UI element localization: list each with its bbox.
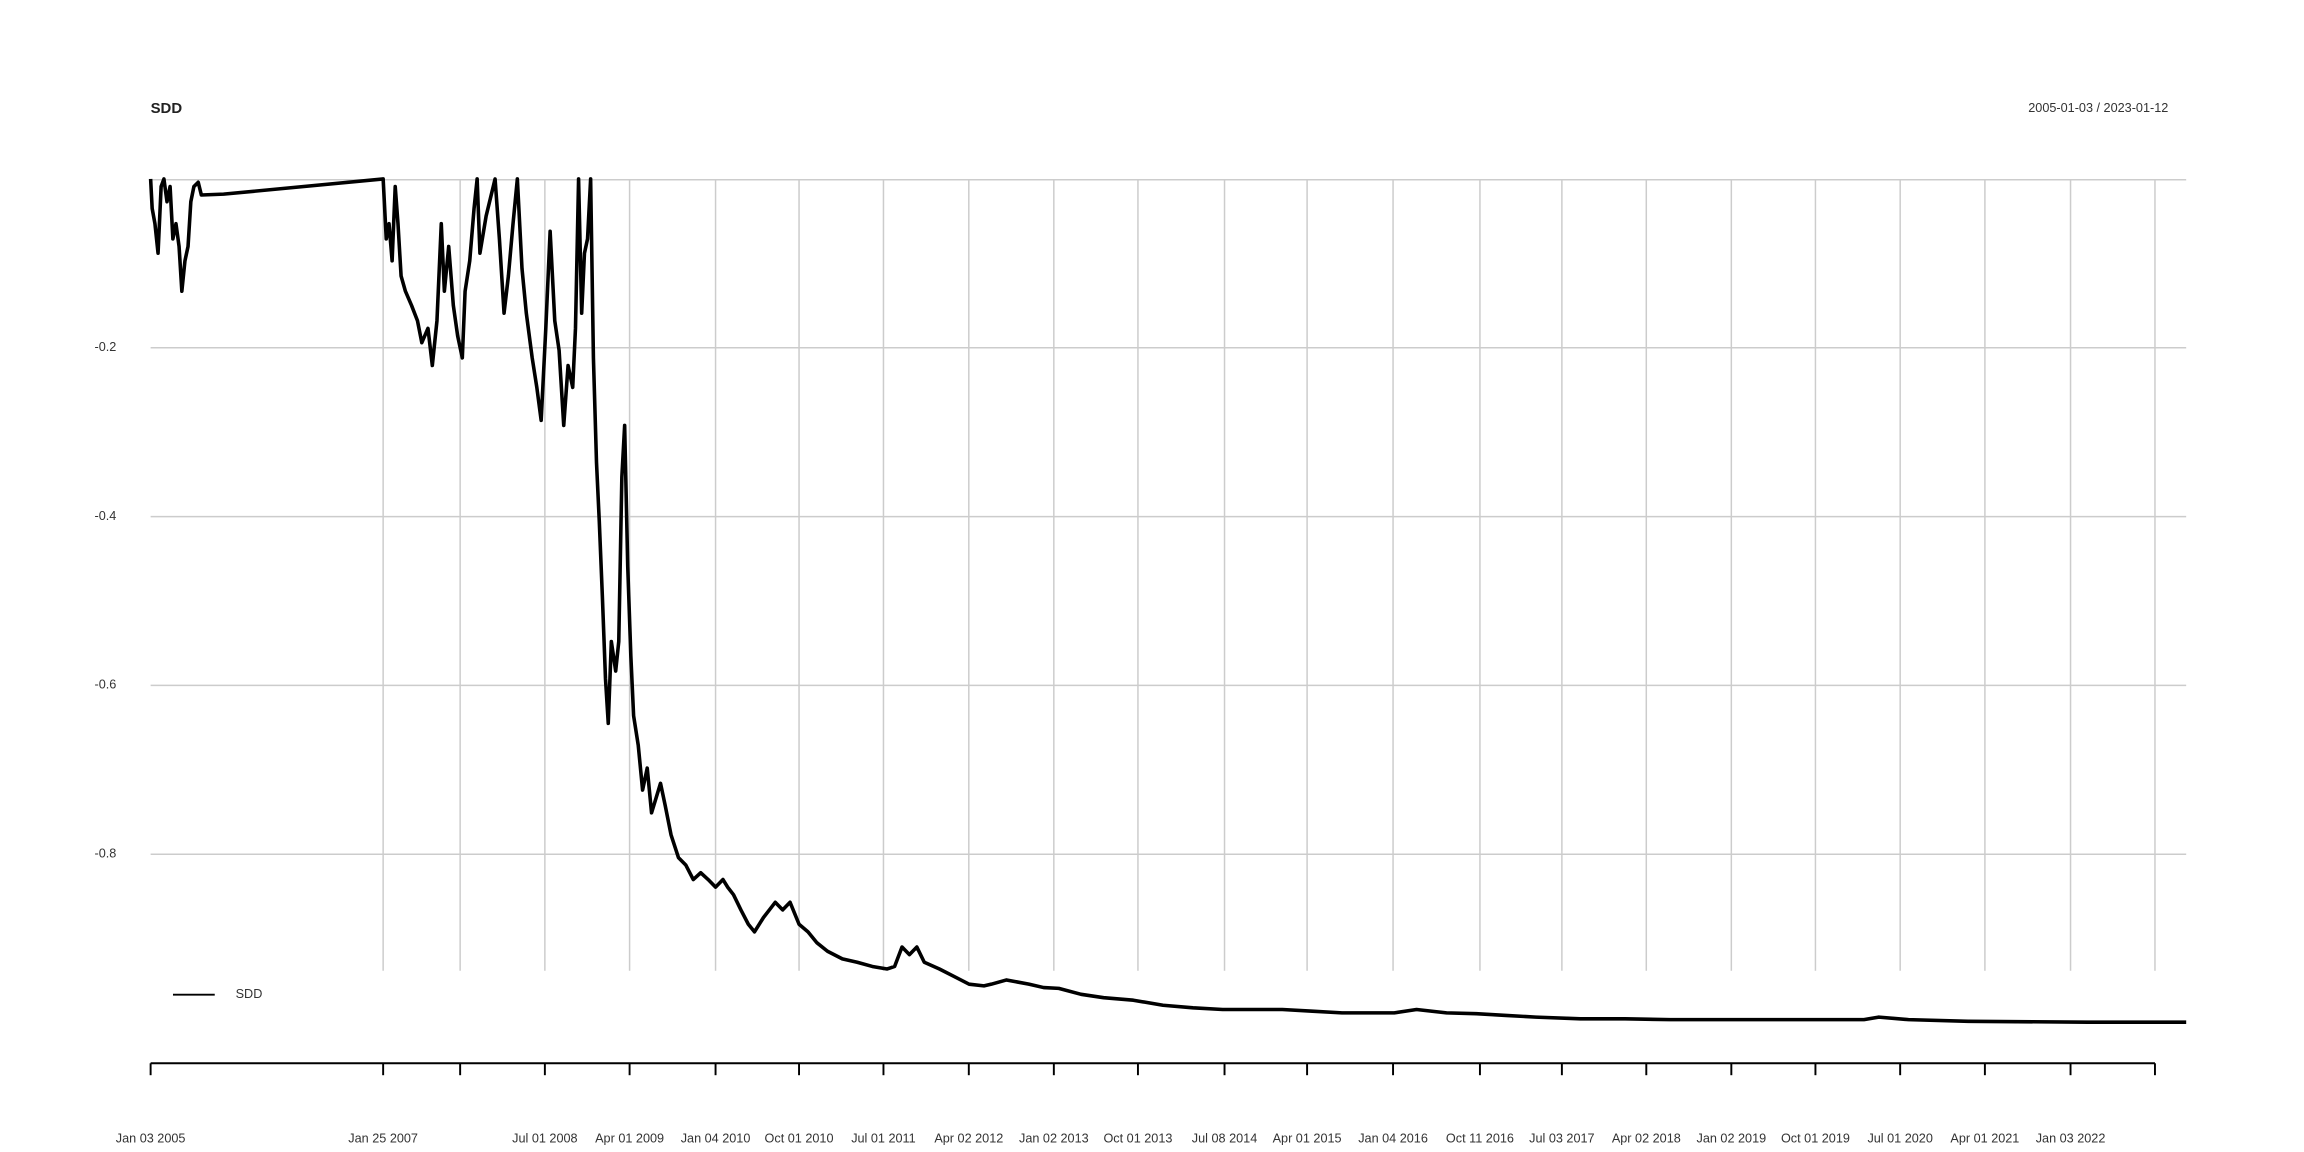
x-tick-label: Jul 01 2020 — [1867, 1132, 1932, 1146]
x-tick-label: Jul 03 2017 — [1529, 1132, 1594, 1146]
x-tick-label: Apr 01 2009 — [595, 1132, 664, 1146]
date-range: 2005-01-03 / 2023-01-12 — [2028, 101, 2168, 115]
x-tick-label: Oct 11 2016 — [1446, 1132, 1514, 1146]
x-tick-label: Jan 03 2022 — [2036, 1132, 2106, 1146]
x-tick-label: Oct 01 2019 — [1781, 1132, 1850, 1146]
grid — [150, 178, 2187, 971]
x-tick-label: Oct 01 2013 — [1103, 1132, 1172, 1146]
series-line — [148, 177, 2187, 1024]
x-tick-label: Jul 01 2008 — [512, 1132, 577, 1146]
legend-label: SDD — [236, 987, 263, 1001]
y-tick-label: -0.8 — [95, 847, 117, 861]
x-tick-label: Jan 04 2016 — [1358, 1132, 1428, 1146]
y-tick-label: -0.4 — [95, 509, 117, 523]
x-tick-label: Jul 01 2011 — [851, 1132, 916, 1146]
x-tick-label: Jan 02 2013 — [1019, 1132, 1089, 1146]
x-tick-label: Jan 25 2007 — [348, 1132, 418, 1146]
x-tick-label: Apr 01 2015 — [1273, 1132, 1342, 1146]
chart-title: SDD — [151, 101, 183, 117]
x-tick-label: Apr 02 2012 — [934, 1132, 1003, 1146]
x-tick-label: Oct 01 2010 — [765, 1132, 834, 1146]
plot — [148, 177, 2187, 1024]
x-tick-label: Jan 02 2019 — [1696, 1132, 1766, 1146]
x-tick-label: Apr 01 2021 — [1950, 1132, 2019, 1146]
x-tick-label: Apr 02 2018 — [1612, 1132, 1681, 1146]
x-tick-label: Jan 03 2005 — [116, 1132, 186, 1146]
y-tick-label: -0.6 — [95, 678, 117, 692]
y-tick-label: -0.2 — [95, 340, 117, 354]
x-tick-label: Jul 08 2014 — [1192, 1132, 1257, 1146]
x-tick-label: Jan 04 2010 — [681, 1132, 751, 1146]
